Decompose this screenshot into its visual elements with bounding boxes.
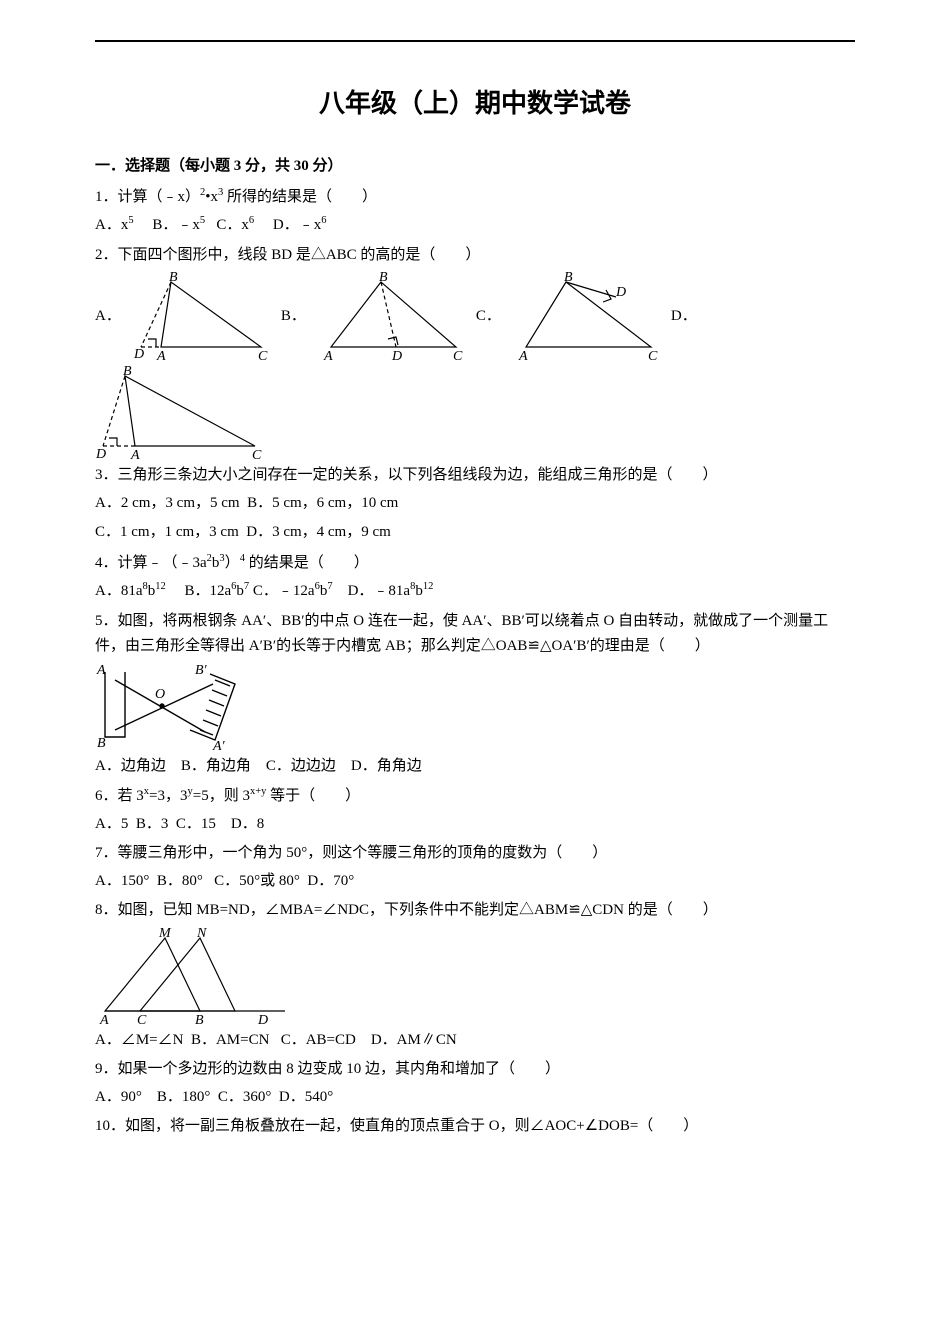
q8-stem: 8．如图，已知 MB=ND，∠MBA=∠NDC，下列条件中不能判定△ABM≌△C… bbox=[95, 898, 855, 924]
q3-optA: A．2 cm，3 cm，5 cm bbox=[95, 495, 240, 511]
q2-optD-label: D． bbox=[671, 304, 697, 330]
svg-text:A: A bbox=[96, 663, 106, 678]
q5-optD: D．角角边 bbox=[351, 758, 422, 774]
q5-optC: C．边边边 bbox=[266, 758, 336, 774]
q5-options: A．边角边 B．角边角 C．边边边 D．角角边 bbox=[95, 754, 855, 780]
q8-optA: A．∠M=∠N bbox=[95, 1032, 183, 1048]
svg-text:N: N bbox=[196, 926, 207, 941]
paper-title: 八年级（上）期中数学试卷 bbox=[95, 82, 855, 126]
q9-optB: B．180° bbox=[157, 1089, 211, 1105]
q1-stem-b: •x bbox=[205, 189, 218, 205]
q1-optC: C．x6 bbox=[216, 217, 254, 233]
svg-text:A: A bbox=[99, 1013, 109, 1026]
q4-optD: D．﹣81a8b12 bbox=[348, 583, 434, 599]
svg-text:D: D bbox=[391, 349, 402, 362]
q9-stem: 9．如果一个多边形的边数由 8 边变成 10 边，其内角和增加了（ ） bbox=[95, 1057, 855, 1083]
q8-figure: M N A C B D bbox=[95, 926, 295, 1026]
top-rule bbox=[95, 40, 855, 42]
svg-text:B: B bbox=[123, 366, 132, 379]
q7-optB: B．80° bbox=[157, 873, 203, 889]
q5-stem: 5．如图，将两根钢条 AA′、BB′的中点 O 连在一起，使 AA′、BB′可以… bbox=[95, 609, 855, 660]
q2-figD: B D A C bbox=[95, 366, 265, 461]
svg-text:C: C bbox=[453, 349, 463, 362]
svg-text:C: C bbox=[648, 349, 658, 362]
q1-stem-c: 所得的结果是（ ） bbox=[223, 189, 377, 205]
q3-stem: 3．三角形三条边大小之间存在一定的关系，以下列各组线段为边，能组成三角形的是（ … bbox=[95, 463, 855, 489]
svg-text:M: M bbox=[158, 926, 172, 941]
q6-optB: B．3 bbox=[136, 816, 169, 832]
svg-text:B: B bbox=[97, 736, 106, 751]
svg-text:D: D bbox=[133, 347, 144, 362]
section-1-heading: 一．选择题（每小题 3 分，共 30 分） bbox=[95, 154, 855, 180]
q4-options: A．81a8b12 B．12a6b7 C．﹣12a6b7 D．﹣81a8b12 bbox=[95, 578, 855, 605]
q6-optD: D．8 bbox=[231, 816, 264, 832]
q7-options: A．150° B．80° C．50°或 80° D．70° bbox=[95, 869, 855, 895]
q6-options: A．5 B．3 C．15 D．8 bbox=[95, 812, 855, 838]
q8-optC: C．AB=CD bbox=[281, 1032, 356, 1048]
q3-optB: B．5 cm，6 cm，10 cm bbox=[247, 495, 398, 511]
svg-text:A: A bbox=[518, 349, 528, 362]
q1-options: A．x5 B．﹣x5 C．x6 D．﹣x6 bbox=[95, 212, 855, 239]
q7-optC: C．50°或 80° bbox=[214, 873, 300, 889]
q1-stem-a: 1．计算（﹣x） bbox=[95, 189, 200, 205]
q2-optB-label: B． bbox=[281, 304, 306, 330]
q9-optC: C．360° bbox=[218, 1089, 272, 1105]
svg-text:D: D bbox=[615, 285, 626, 300]
svg-text:B: B bbox=[169, 272, 178, 285]
q1-optA: A．x5 bbox=[95, 217, 134, 233]
svg-text:A: A bbox=[130, 448, 140, 461]
svg-text:D: D bbox=[257, 1013, 268, 1026]
svg-text:O: O bbox=[155, 687, 165, 702]
svg-text:B′: B′ bbox=[195, 663, 208, 678]
q4-optC: C．﹣12a6b7 bbox=[253, 583, 333, 599]
q8-optD: D．AM∥CN bbox=[371, 1032, 457, 1048]
svg-text:C: C bbox=[258, 349, 268, 362]
q6-optA: A．5 bbox=[95, 816, 128, 832]
q7-optA: A．150° bbox=[95, 873, 149, 889]
q10-stem: 10．如图，将一副三角板叠放在一起，使直角的顶点重合于 O，则∠AOC+∠DOB… bbox=[95, 1114, 855, 1140]
q7-optD: D．70° bbox=[307, 873, 354, 889]
q1-optB: B．﹣x5 bbox=[152, 217, 205, 233]
svg-text:B: B bbox=[195, 1013, 204, 1026]
q4-optA: A．81a8b12 bbox=[95, 583, 166, 599]
q2-optC-label: C． bbox=[476, 304, 501, 330]
q9-optA: A．90° bbox=[95, 1089, 142, 1105]
q2-figA: B D A C bbox=[131, 272, 271, 362]
q6-optC: C．15 bbox=[176, 816, 216, 832]
svg-text:B: B bbox=[564, 272, 573, 285]
q2-figure-row: A． B D A C B． B A D C C． bbox=[95, 272, 855, 362]
q2-figB: B A D C bbox=[316, 272, 466, 362]
q2-figC: B D A C bbox=[511, 272, 661, 362]
q7-stem: 7．等腰三角形中，一个角为 50°，则这个等腰三角形的顶角的度数为（ ） bbox=[95, 841, 855, 867]
svg-text:B: B bbox=[379, 272, 388, 285]
svg-text:D: D bbox=[95, 447, 106, 461]
svg-text:A′: A′ bbox=[212, 739, 226, 752]
q9-optD: D．540° bbox=[279, 1089, 333, 1105]
q5-optB: B．角边角 bbox=[181, 758, 251, 774]
q3-options-2: C．1 cm，1 cm，3 cm D．3 cm，4 cm，9 cm bbox=[95, 520, 855, 546]
svg-text:A: A bbox=[323, 349, 333, 362]
q6-stem: 6．若 3x=3，3y=5，则 3x+y 等于（ ） bbox=[95, 783, 855, 810]
q4-stem: 4．计算﹣（﹣3a2b3）4 的结果是（ ） bbox=[95, 550, 855, 577]
q2-stem: 2．下面四个图形中，线段 BD 是△ABC 的高的是（ ） bbox=[95, 243, 855, 269]
q3-optC: C．1 cm，1 cm，3 cm bbox=[95, 524, 239, 540]
q1-stem: 1．计算（﹣x）2•x3 所得的结果是（ ） bbox=[95, 184, 855, 211]
q8-options: A．∠M=∠N B．AM=CN C．AB=CD D．AM∥CN bbox=[95, 1028, 855, 1054]
q8-optB: B．AM=CN bbox=[191, 1032, 269, 1048]
q1-optD: D．﹣x6 bbox=[273, 217, 327, 233]
svg-text:C: C bbox=[252, 448, 262, 461]
q3-options-1: A．2 cm，3 cm，5 cm B．5 cm，6 cm，10 cm bbox=[95, 491, 855, 517]
svg-text:C: C bbox=[137, 1013, 147, 1026]
q4-optB: B．12a6b7 bbox=[185, 583, 250, 599]
q2-optA-label: A． bbox=[95, 304, 121, 330]
q5-figure: A B B′ A′ O bbox=[95, 662, 245, 752]
q5-optA: A．边角边 bbox=[95, 758, 166, 774]
q3-optD: D．3 cm，4 cm，9 cm bbox=[246, 524, 391, 540]
q9-options: A．90° B．180° C．360° D．540° bbox=[95, 1085, 855, 1111]
svg-text:A: A bbox=[156, 349, 166, 362]
